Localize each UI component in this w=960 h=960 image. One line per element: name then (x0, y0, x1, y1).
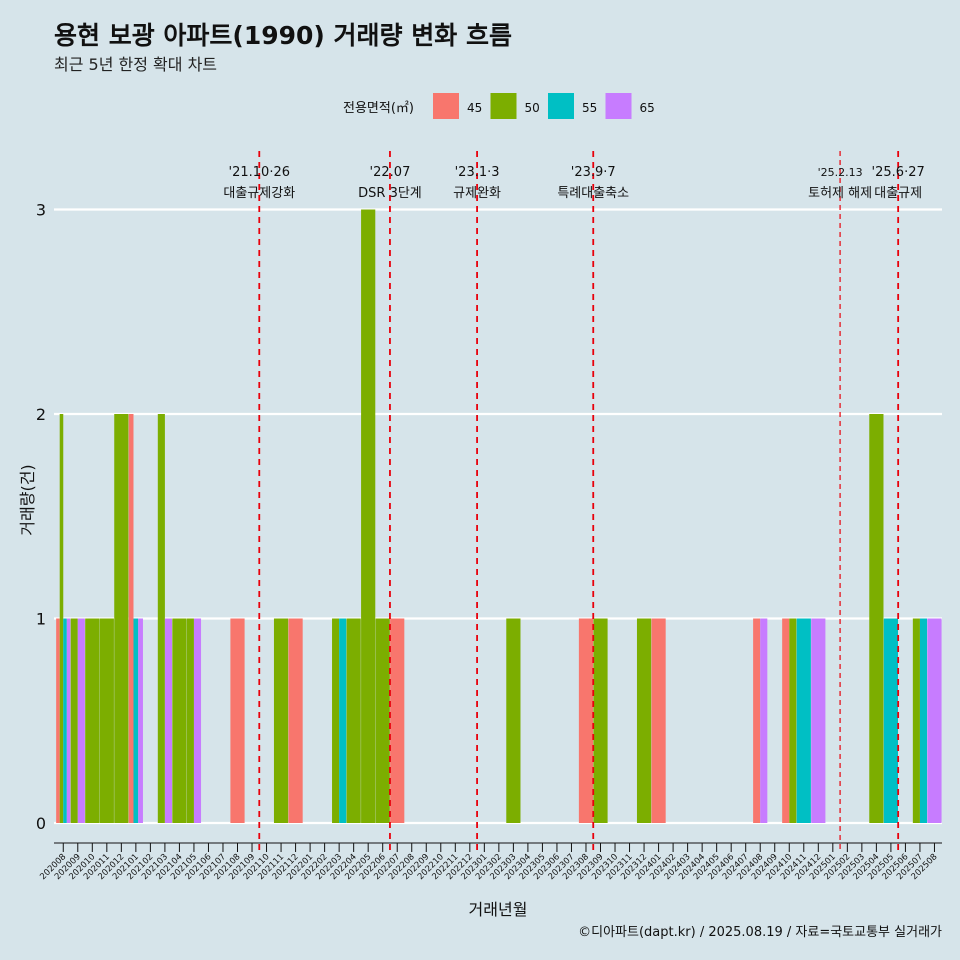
y-axis: 0 1 2 3 (36, 201, 46, 834)
bar-202303-50 (506, 618, 521, 823)
x-axis: 2020082020092020102020112020122021012021… (38, 842, 942, 882)
bar-202101-45 (128, 414, 134, 823)
bar-202411-55 (796, 618, 811, 823)
bar-202103-65 (164, 618, 172, 823)
bar-202507-55 (919, 618, 928, 823)
bar-202412-65 (811, 618, 826, 823)
legend-label-55: 55 (582, 101, 597, 115)
chart-subtitle: 최근 5년 한정 확대 차트 (54, 55, 217, 74)
bar-202009-65 (77, 618, 85, 823)
legend-label-50: 50 (525, 101, 540, 115)
y-tick-label-3: 3 (36, 201, 46, 220)
event-lines (258, 151, 900, 852)
bar-202312-50 (636, 618, 652, 823)
bar-202012-50 (114, 414, 129, 823)
bar-202008-65 (66, 618, 71, 823)
event-date-5: '25.6·27 (872, 165, 925, 180)
bar-202308-45 (578, 618, 594, 823)
event-annotations: '21.10·26 대출규제강화 '22.07 DSR 3단계 '23.1·3 규제완화 '… (223, 165, 924, 201)
bar-202105-50 (186, 618, 194, 823)
legend-swatch-55 (548, 93, 574, 119)
bar-202101-55 (133, 618, 139, 823)
legend-label-65: 65 (640, 101, 655, 115)
bar-202410-50 (789, 618, 797, 823)
bar-202105-65 (193, 618, 202, 823)
bar-202205-50 (361, 209, 376, 823)
bar-202104-50 (172, 618, 187, 823)
bar-202108-45 (230, 618, 245, 823)
bar-202508-65 (927, 618, 942, 823)
legend-title: 전용면적(㎡) (343, 101, 414, 116)
bar-202103-50 (157, 414, 165, 823)
bar-202408-65 (760, 618, 768, 823)
plot-area: '21.10·26 대출규제강화 '22.07 DSR 3단계 '23.1·3 규제완화 '… (54, 151, 942, 852)
bar-202206-50 (375, 618, 390, 823)
bar-202011-50 (99, 618, 114, 823)
x-axis-title: 거래년월 (469, 900, 528, 919)
event-label-2: 규제완화 (453, 186, 501, 201)
legend-swatch-45 (433, 93, 459, 119)
bar-202111-50 (273, 618, 289, 823)
bar-202101-65 (138, 618, 143, 823)
bar-202203-50 (332, 618, 340, 823)
legend: 전용면적(㎡) 45 50 55 65 (343, 93, 655, 119)
event-date-0: '21.10·26 (229, 165, 290, 180)
bars (56, 209, 942, 823)
bar-202507-50 (912, 618, 920, 823)
y-tick-label-2: 2 (36, 405, 46, 424)
bar-202204-50 (346, 618, 361, 823)
bar-202207-45 (390, 618, 405, 823)
bar-202010-50 (85, 618, 100, 823)
event-label-0: 대출규제강화 (223, 186, 295, 201)
event-label-1: DSR 3단계 (358, 186, 422, 201)
event-label-5: 대출규제 (874, 186, 922, 201)
legend-swatch-50 (490, 93, 517, 119)
bar-202401-45 (651, 618, 666, 823)
chart-title: 용현 보광 아파트(1990) 거래량 변화 흐름 (54, 21, 512, 50)
bar-202309-50 (593, 618, 608, 823)
event-label-3: 특례대출축소 (557, 186, 629, 201)
event-date-1: '22.07 (370, 165, 411, 180)
y-tick-label-1: 1 (36, 610, 46, 629)
y-tick-label-0: 0 (36, 814, 46, 833)
legend-label-45: 45 (467, 101, 482, 115)
event-date-4: '25.2.13 (818, 166, 863, 179)
caption: ©디아파트(dapt.kr) / 2025.08.19 / 자료=국토교통부 실… (578, 925, 942, 940)
bar-202112-45 (288, 618, 303, 823)
bar-202008-45 (56, 618, 60, 823)
bar-202504-50 (869, 414, 884, 823)
bar-202009-50 (70, 618, 78, 823)
bar-202008-55 (63, 618, 67, 823)
bar-202008-50 (59, 414, 64, 823)
legend-swatch-65 (605, 93, 632, 119)
event-label-4: 토허제 해제 (808, 186, 872, 201)
bar-202410-45 (782, 618, 790, 823)
y-axis-title: 거래량(건) (18, 464, 37, 535)
event-date-3: '23.9·7 (571, 165, 616, 180)
event-date-2: '23.1·3 (455, 165, 500, 180)
bar-202203-55 (339, 618, 347, 823)
bar-202505-55 (883, 618, 898, 823)
bar-202408-45 (753, 618, 761, 823)
